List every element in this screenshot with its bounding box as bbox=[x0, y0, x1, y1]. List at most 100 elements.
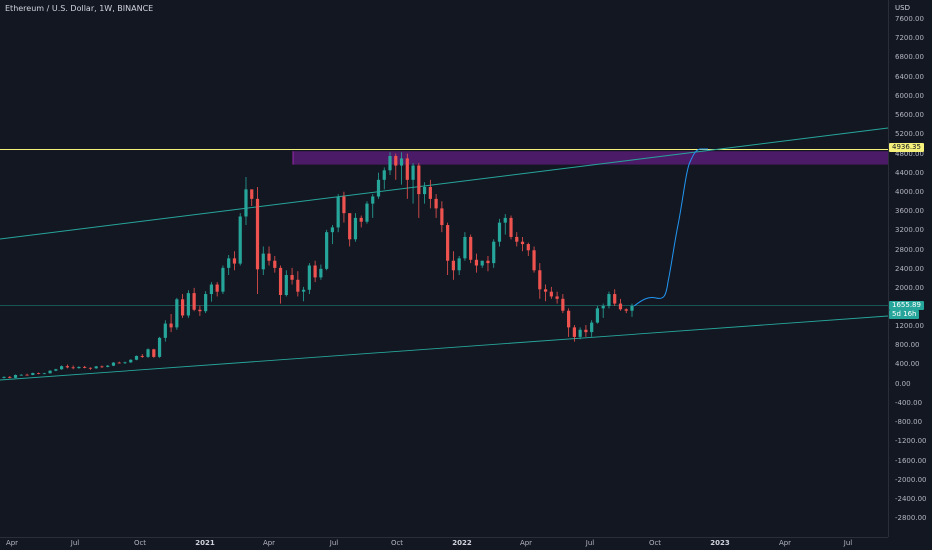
resistance-price-badge: 4936.35 bbox=[889, 143, 924, 152]
candle-body bbox=[192, 293, 196, 310]
candle-body bbox=[169, 323, 173, 328]
candle-body bbox=[31, 373, 35, 375]
candle-body bbox=[590, 322, 594, 333]
price-axis-label: 3200.00 bbox=[895, 226, 924, 234]
channel-bottom-trendline bbox=[0, 315, 889, 381]
candle-body bbox=[36, 373, 41, 374]
price-axis-border bbox=[888, 0, 889, 537]
candle-body bbox=[117, 362, 121, 364]
candle-body bbox=[515, 236, 519, 242]
price-axis-label: -2800.00 bbox=[895, 514, 927, 522]
candle-body bbox=[561, 298, 565, 311]
candle-body bbox=[388, 156, 392, 171]
candle-body bbox=[543, 289, 548, 292]
price-axis-label: 2000.00 bbox=[895, 284, 924, 292]
candle-body bbox=[152, 349, 156, 357]
candle-body bbox=[129, 359, 133, 363]
candle-body bbox=[578, 329, 582, 337]
price-axis-label: 400.00 bbox=[895, 360, 920, 368]
candle-body bbox=[77, 366, 81, 369]
price-axis-label: -1600.00 bbox=[895, 457, 927, 465]
candle-body bbox=[376, 179, 381, 197]
candle-body bbox=[624, 309, 628, 311]
time-axis-label: 2023 bbox=[710, 539, 730, 547]
candle-body bbox=[434, 198, 438, 209]
candle-body bbox=[19, 374, 23, 376]
candle-body bbox=[25, 374, 29, 376]
candle-body bbox=[48, 370, 52, 374]
candle-body bbox=[382, 170, 386, 180]
candle-body bbox=[486, 260, 490, 264]
candle-body bbox=[567, 310, 571, 328]
candle-body bbox=[359, 217, 363, 222]
candle-body bbox=[60, 366, 64, 370]
candle-body bbox=[123, 362, 127, 364]
candle-body bbox=[221, 267, 225, 292]
candle-body bbox=[88, 367, 93, 369]
candle-body bbox=[520, 241, 525, 245]
candle-body bbox=[2, 376, 6, 378]
candle-body bbox=[250, 189, 254, 199]
candle-body bbox=[618, 303, 623, 310]
candle-body bbox=[215, 284, 219, 292]
symbol-title[interactable]: Ethereum / U.S. Dollar, 1W, BINANCE bbox=[5, 4, 154, 13]
candle-body bbox=[422, 186, 427, 195]
price-axis-label: 6000.00 bbox=[895, 92, 924, 100]
candle-body bbox=[319, 268, 323, 278]
candle-body bbox=[503, 217, 507, 223]
candle-body bbox=[100, 366, 104, 368]
candle-body bbox=[111, 362, 116, 366]
candle-body bbox=[227, 258, 231, 268]
candle-body bbox=[65, 366, 69, 368]
candle-body bbox=[301, 289, 306, 292]
candle-body bbox=[607, 294, 611, 306]
price-axis-label: 6400.00 bbox=[895, 73, 924, 81]
candle-body bbox=[417, 165, 421, 195]
candle-body bbox=[451, 260, 455, 271]
candle-body bbox=[198, 309, 202, 312]
price-axis-label: 1200.00 bbox=[895, 322, 924, 330]
candle-body bbox=[474, 259, 479, 266]
candle-body bbox=[446, 225, 450, 261]
candle-body bbox=[325, 232, 329, 269]
bar-countdown-badge: 5d 16h bbox=[889, 310, 920, 319]
candle-body bbox=[54, 369, 58, 371]
candle-body bbox=[394, 156, 398, 166]
price-axis-label: 4400.00 bbox=[895, 169, 924, 177]
price-axis-label: 2800.00 bbox=[895, 246, 924, 254]
candle-body bbox=[371, 196, 375, 204]
candle-body bbox=[555, 296, 559, 299]
candle-body bbox=[244, 189, 248, 217]
candle-body bbox=[365, 203, 369, 222]
price-axis-label: 800.00 bbox=[895, 341, 920, 349]
candle-body bbox=[83, 366, 87, 368]
candle-body bbox=[307, 265, 311, 290]
price-axis-label: -1200.00 bbox=[895, 437, 927, 445]
candle-body bbox=[175, 299, 179, 328]
candle-body bbox=[492, 241, 496, 264]
candle-body bbox=[428, 186, 432, 199]
resistance-zone bbox=[293, 151, 888, 165]
candle-body bbox=[572, 327, 576, 337]
candle-body bbox=[255, 198, 260, 270]
time-axis-label: Jul bbox=[585, 539, 595, 547]
time-axis-border bbox=[0, 537, 888, 538]
candle-body bbox=[584, 329, 588, 333]
candle-body bbox=[497, 222, 502, 242]
time-axis-label: Apr bbox=[519, 539, 533, 547]
candle-body bbox=[8, 376, 12, 378]
time-axis-label: Jul bbox=[843, 539, 853, 547]
candle-body bbox=[353, 217, 358, 240]
candle-body bbox=[238, 216, 242, 264]
candle-body bbox=[549, 291, 553, 297]
price-axis-label: -400.00 bbox=[895, 399, 923, 407]
candle-body bbox=[313, 265, 317, 278]
time-axis-label: Oct bbox=[648, 539, 662, 547]
candle-body bbox=[163, 323, 167, 338]
candle-body bbox=[405, 158, 409, 180]
candle-body bbox=[209, 284, 214, 295]
price-axis-label: 5200.00 bbox=[895, 130, 924, 138]
candle-body bbox=[538, 270, 542, 290]
